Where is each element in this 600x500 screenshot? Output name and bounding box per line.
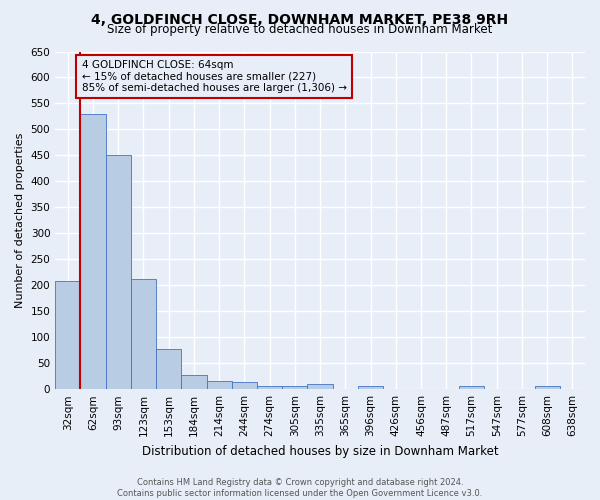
- Bar: [181, 375, 206, 389]
- Bar: [232, 382, 257, 389]
- Bar: [282, 386, 307, 389]
- Bar: [55, 281, 80, 389]
- Bar: [106, 156, 131, 389]
- Bar: [206, 381, 232, 389]
- Bar: [535, 386, 560, 389]
- Bar: [307, 384, 332, 389]
- Y-axis label: Number of detached properties: Number of detached properties: [15, 132, 25, 308]
- Text: 4 GOLDFINCH CLOSE: 64sqm
← 15% of detached houses are smaller (227)
85% of semi-: 4 GOLDFINCH CLOSE: 64sqm ← 15% of detach…: [82, 60, 347, 93]
- Bar: [131, 279, 156, 389]
- Bar: [257, 386, 282, 389]
- Bar: [80, 114, 106, 389]
- X-axis label: Distribution of detached houses by size in Downham Market: Distribution of detached houses by size …: [142, 444, 499, 458]
- Bar: [459, 386, 484, 389]
- Text: Contains HM Land Registry data © Crown copyright and database right 2024.
Contai: Contains HM Land Registry data © Crown c…: [118, 478, 482, 498]
- Bar: [156, 348, 181, 389]
- Bar: [358, 386, 383, 389]
- Text: Size of property relative to detached houses in Downham Market: Size of property relative to detached ho…: [107, 24, 493, 36]
- Text: 4, GOLDFINCH CLOSE, DOWNHAM MARKET, PE38 9RH: 4, GOLDFINCH CLOSE, DOWNHAM MARKET, PE38…: [91, 12, 509, 26]
